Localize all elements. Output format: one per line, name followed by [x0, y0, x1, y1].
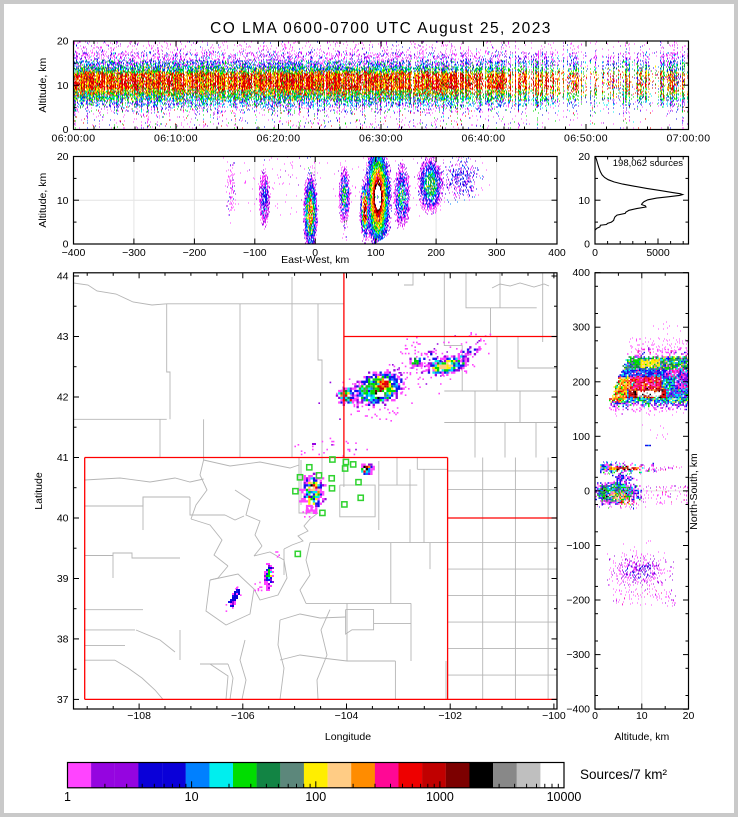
svg-text:200: 200	[572, 376, 590, 388]
svg-text:400: 400	[548, 247, 566, 259]
svg-text:10000: 10000	[547, 790, 582, 804]
svg-text:20: 20	[57, 151, 69, 163]
svg-text:06:20:00: 06:20:00	[256, 133, 300, 145]
svg-text:40: 40	[57, 513, 69, 525]
svg-text:100: 100	[305, 790, 326, 804]
svg-text:−100: −100	[566, 540, 590, 552]
svg-text:10: 10	[57, 195, 69, 207]
svg-text:43: 43	[57, 331, 69, 343]
svg-text:0: 0	[592, 710, 598, 722]
svg-text:East-West, km: East-West, km	[281, 254, 349, 266]
svg-text:10: 10	[636, 710, 648, 722]
svg-text:1000: 1000	[426, 790, 454, 804]
svg-text:Sources/7 km²: Sources/7 km²	[580, 767, 668, 782]
svg-text:Altitude, km: Altitude, km	[614, 731, 669, 743]
svg-text:39: 39	[57, 573, 69, 585]
svg-text:−400: −400	[566, 704, 590, 716]
svg-text:0: 0	[63, 239, 69, 251]
svg-text:38: 38	[57, 633, 69, 645]
svg-text:0: 0	[584, 485, 590, 497]
svg-text:Longitude: Longitude	[325, 731, 371, 743]
svg-text:200: 200	[427, 247, 445, 259]
svg-text:−106: −106	[231, 710, 255, 722]
svg-text:−100: −100	[243, 247, 267, 259]
svg-text:10: 10	[578, 195, 590, 207]
svg-text:−102: −102	[438, 710, 462, 722]
svg-text:Latitude: Latitude	[33, 472, 45, 510]
svg-text:20: 20	[57, 36, 69, 48]
svg-text:10: 10	[57, 80, 69, 92]
svg-text:−100: −100	[542, 710, 566, 722]
svg-text:20: 20	[683, 710, 695, 722]
svg-text:1: 1	[64, 790, 71, 804]
svg-text:−400: −400	[62, 247, 86, 259]
svg-text:0: 0	[592, 247, 598, 259]
svg-text:100: 100	[572, 431, 590, 443]
svg-text:−108: −108	[127, 710, 151, 722]
svg-text:Altitude, km: Altitude, km	[37, 58, 49, 113]
svg-text:CO LMA 0600-0700 UTC August 25: CO LMA 0600-0700 UTC August 25, 2023	[210, 20, 552, 37]
svg-text:44: 44	[57, 271, 69, 283]
svg-text:−104: −104	[335, 710, 359, 722]
svg-text:41: 41	[57, 452, 69, 464]
svg-text:400: 400	[572, 267, 590, 279]
svg-text:06:50:00: 06:50:00	[564, 133, 608, 145]
svg-text:−300: −300	[122, 247, 146, 259]
svg-text:06:10:00: 06:10:00	[154, 133, 198, 145]
svg-text:−300: −300	[566, 649, 590, 661]
svg-text:06:30:00: 06:30:00	[359, 133, 403, 145]
svg-text:0: 0	[63, 124, 69, 136]
svg-text:−200: −200	[183, 247, 207, 259]
svg-text:100: 100	[367, 247, 385, 259]
svg-text:20: 20	[578, 151, 590, 163]
svg-text:42: 42	[57, 392, 69, 404]
svg-text:0: 0	[584, 239, 590, 251]
svg-text:300: 300	[488, 247, 506, 259]
svg-text:300: 300	[572, 322, 590, 334]
svg-text:37: 37	[57, 694, 69, 706]
svg-text:06:00:00: 06:00:00	[51, 133, 95, 145]
svg-text:−200: −200	[566, 595, 590, 607]
svg-text:198,062 sources: 198,062 sources	[613, 158, 683, 169]
svg-text:Altitude, km: Altitude, km	[37, 173, 49, 228]
svg-text:5000: 5000	[646, 247, 670, 259]
svg-text:0: 0	[312, 247, 318, 259]
svg-text:North-South, km: North-South, km	[688, 453, 700, 530]
svg-text:10: 10	[185, 790, 199, 804]
svg-text:07:00:00: 07:00:00	[666, 133, 710, 145]
svg-text:06:40:00: 06:40:00	[461, 133, 505, 145]
